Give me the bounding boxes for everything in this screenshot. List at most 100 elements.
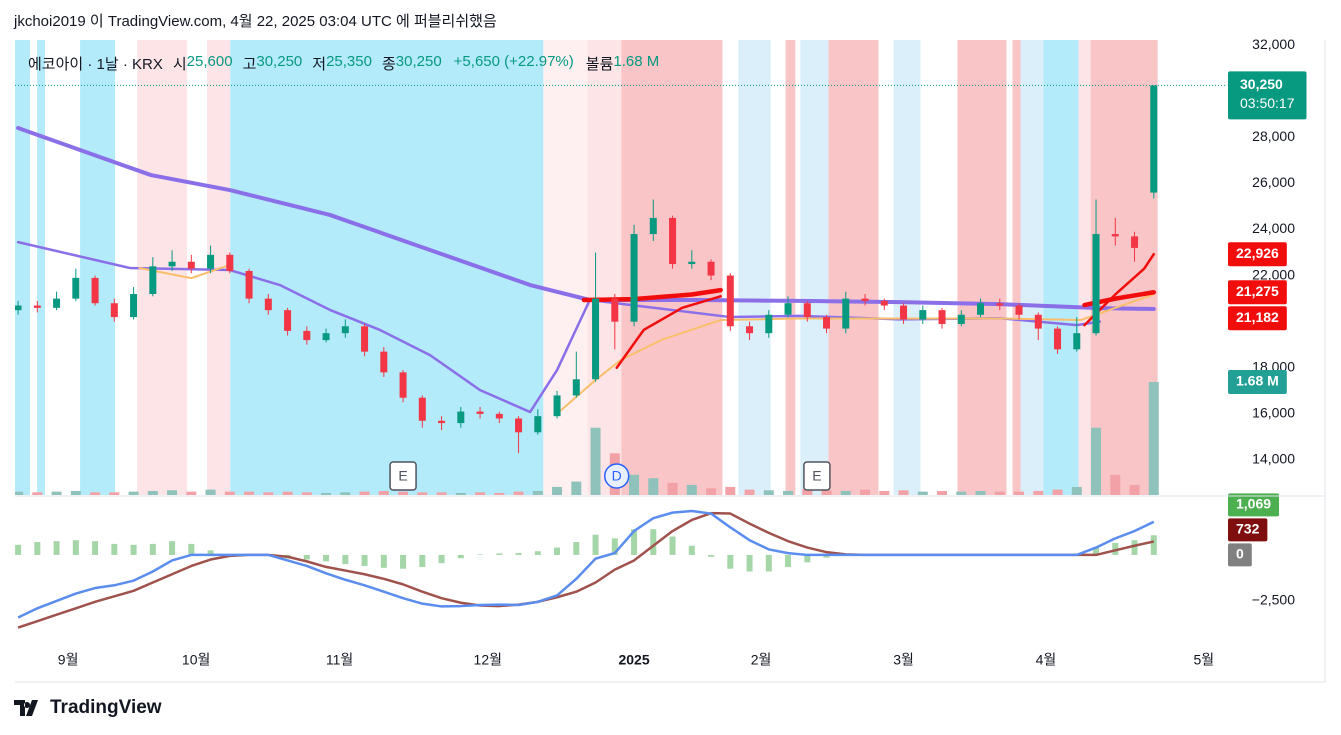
candle-body: [669, 217, 677, 265]
price-badge: [1228, 369, 1287, 394]
histogram-bar: [400, 554, 407, 569]
candle-body: [53, 298, 61, 308]
price-badge: [1228, 518, 1268, 542]
volume-bar: [1014, 491, 1025, 495]
candle-body: [842, 298, 850, 329]
candle-body: [168, 261, 176, 267]
histogram-bar: [457, 554, 464, 559]
histogram-bar: [92, 541, 99, 555]
background-zone: [893, 40, 921, 495]
histogram-bar: [631, 529, 638, 555]
volume-bar: [475, 492, 486, 495]
badge-label: 0: [1236, 546, 1244, 562]
badge-label: 21,275: [1236, 283, 1279, 299]
candle-body: [707, 261, 715, 276]
event-marker: [803, 461, 831, 491]
histogram-bar: [611, 538, 618, 555]
histogram-bar: [765, 554, 772, 572]
background-zone: [15, 40, 31, 495]
volume-bar: [994, 491, 1005, 495]
background-zone: [1078, 40, 1091, 495]
histogram-bar: [149, 543, 156, 555]
volume-bar: [513, 491, 524, 495]
x-tick-label: 11월: [326, 652, 353, 668]
candle-body: [264, 298, 272, 311]
background-zone: [1012, 40, 1021, 495]
candle-body: [553, 395, 561, 417]
histogram-bar: [72, 540, 79, 555]
x-tick-label: 9월: [58, 652, 79, 668]
candle-body: [418, 397, 426, 421]
histogram-bar: [438, 554, 445, 564]
volume-bar: [552, 486, 563, 495]
volume-bar: [359, 491, 370, 495]
volume-bar: [937, 490, 948, 495]
candle-body: [919, 310, 927, 320]
volume-bar: [725, 486, 736, 495]
histogram-bar: [342, 554, 349, 565]
volume-bar: [70, 490, 81, 495]
histogram-bar: [380, 554, 387, 568]
candle-body: [15, 305, 22, 311]
volume-bar: [1091, 427, 1102, 495]
histogram-bar: [669, 536, 676, 555]
legend: 에코아이 · 1날 · KRX 시 25,600 고 30,250 저 25,350 종 30,…: [28, 53, 659, 74]
volume-bar: [840, 490, 851, 495]
candle-body: [245, 270, 253, 299]
footer: TradingView: [14, 697, 162, 719]
y-tick-label: 26,000: [1252, 174, 1295, 190]
badge-label: 732: [1236, 521, 1260, 537]
x-tick-label: 5월: [1193, 652, 1214, 668]
volume-bar: [917, 491, 928, 495]
candle-body: [996, 303, 1004, 306]
volume-bar: [15, 491, 24, 495]
background-zone: [800, 40, 829, 495]
y-tick-label: 32,000: [1252, 36, 1295, 52]
histogram-bar: [1112, 542, 1119, 555]
volume-bar: [1129, 484, 1140, 495]
price-badge: [1228, 493, 1280, 517]
candle-body: [900, 305, 908, 320]
candle-body: [457, 411, 465, 424]
histogram-bar: [361, 554, 368, 566]
candle-body: [957, 314, 965, 324]
candle-body: [130, 294, 138, 318]
candle-body: [33, 305, 41, 308]
candle-body: [572, 379, 580, 396]
y-tick-label: 22,000: [1252, 266, 1295, 282]
volume-bar: [205, 489, 216, 495]
volume-bar: [571, 481, 582, 495]
x-tick-label: 10월: [182, 652, 210, 668]
badge-label: 22,926: [1236, 245, 1279, 261]
volume-bar: [975, 490, 986, 495]
legend-key: 저: [312, 56, 327, 73]
volume-bar: [1033, 490, 1044, 495]
candle-body: [476, 411, 484, 414]
histogram-bar: [303, 554, 310, 560]
candle-body: [399, 372, 407, 398]
histogram-bar: [554, 547, 561, 555]
histogram-bar: [130, 544, 137, 555]
histogram-bar: [515, 553, 522, 555]
macd-panel: [15, 509, 1157, 629]
histogram-bar: [650, 529, 657, 555]
histogram-bar: [823, 554, 830, 558]
volume-bar: [821, 490, 832, 495]
background-zone: [1020, 40, 1044, 495]
ma-line: [615, 252, 1156, 370]
volume-bar: [378, 490, 389, 495]
candle-body: [938, 310, 946, 324]
volume-bar: [282, 491, 293, 495]
histogram-bar: [534, 551, 541, 555]
histogram-bar: [1093, 547, 1100, 555]
volume-bar: [1052, 489, 1063, 495]
legend-value: 1.68 M: [613, 53, 660, 70]
candle-body: [765, 314, 773, 334]
histogram-bar: [592, 534, 599, 555]
candle-body: [438, 420, 446, 424]
candle-body: [784, 303, 792, 315]
background-zone: [1043, 40, 1079, 495]
legend-key: 종: [381, 56, 396, 73]
histogram-bar: [207, 550, 214, 555]
